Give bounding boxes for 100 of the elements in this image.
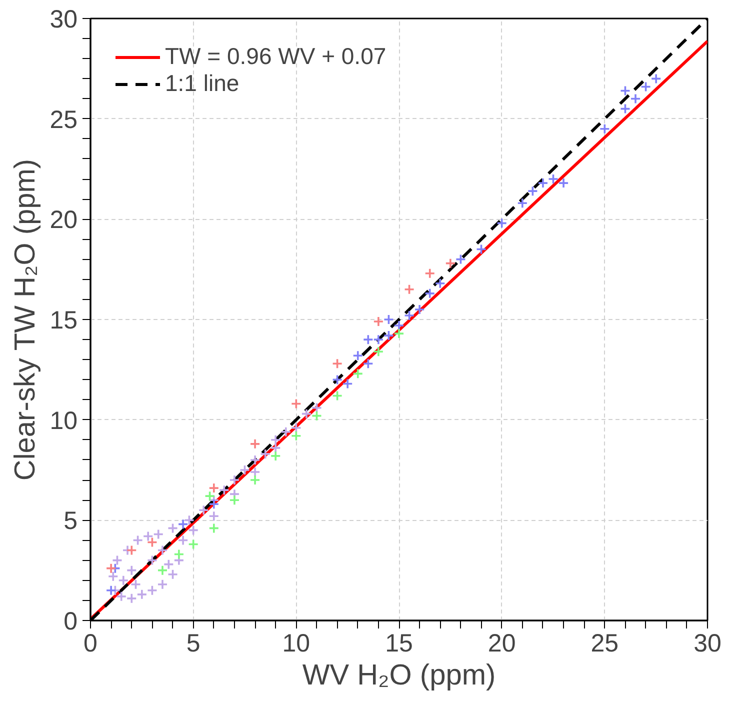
point <box>157 578 168 590</box>
x-tick-label: 25 <box>590 630 619 658</box>
point <box>404 310 415 321</box>
point <box>136 589 148 600</box>
point <box>208 482 220 494</box>
y-tick-label: 15 <box>50 306 78 334</box>
point <box>108 570 119 582</box>
point <box>332 358 343 370</box>
x-tick-label: 20 <box>488 630 516 658</box>
point <box>163 558 174 570</box>
point <box>352 350 364 362</box>
point <box>270 450 281 462</box>
point <box>496 218 508 229</box>
point <box>290 422 302 434</box>
y-tick-label: 5 <box>64 507 78 536</box>
point <box>146 554 158 566</box>
point <box>527 186 538 196</box>
point <box>332 390 343 402</box>
point <box>414 304 425 315</box>
point <box>332 374 343 386</box>
point <box>290 398 302 410</box>
x-axis-title: WV H₂O (ppm) <box>302 660 496 692</box>
point <box>373 334 384 345</box>
y-tick-label: 25 <box>50 106 78 134</box>
point <box>476 244 487 255</box>
point <box>146 585 158 596</box>
point <box>620 103 631 114</box>
point <box>146 536 158 548</box>
point <box>445 258 456 269</box>
point <box>130 578 142 590</box>
point <box>167 568 178 580</box>
point <box>362 358 374 370</box>
x-tick-label: 10 <box>282 630 310 658</box>
point <box>394 328 404 339</box>
point <box>116 591 127 602</box>
point <box>270 442 281 454</box>
point <box>106 562 116 574</box>
point <box>229 474 240 486</box>
point <box>311 402 322 414</box>
point <box>538 178 548 188</box>
point <box>218 484 230 496</box>
point <box>434 278 446 289</box>
point <box>106 585 116 596</box>
point <box>301 408 312 420</box>
point <box>174 548 184 560</box>
point <box>208 498 220 510</box>
point <box>260 448 271 460</box>
point <box>188 524 199 536</box>
point <box>204 490 216 502</box>
point <box>167 522 178 534</box>
point <box>184 514 195 526</box>
point <box>250 474 260 486</box>
y-tick-label: 30 <box>50 6 78 34</box>
legend-label: 1:1 line <box>165 70 240 97</box>
point <box>373 316 384 327</box>
point <box>640 81 652 92</box>
point <box>142 530 154 542</box>
point <box>362 334 374 345</box>
point <box>208 522 220 534</box>
point <box>270 434 281 446</box>
y-axis-title: Clear-sky TW H₂O (ppm) <box>10 158 42 481</box>
point <box>620 85 631 96</box>
x-tick-label: 0 <box>84 630 98 658</box>
point <box>373 346 384 358</box>
point <box>290 430 302 442</box>
legend-label: TW = 0.96 WV + 0.07 <box>165 43 386 70</box>
point <box>455 254 466 265</box>
point <box>118 574 129 586</box>
point <box>126 544 138 556</box>
point <box>198 504 210 516</box>
x-tick-label: 15 <box>385 630 413 658</box>
point <box>630 93 641 104</box>
x-tick-label: 30 <box>694 630 722 658</box>
point <box>157 564 168 576</box>
point <box>517 198 528 209</box>
point <box>650 73 662 84</box>
point <box>394 320 404 331</box>
x-tick-label: 5 <box>186 630 200 658</box>
point <box>352 368 364 380</box>
point <box>311 410 322 422</box>
y-tick-label: 0 <box>64 608 78 636</box>
point <box>157 544 168 556</box>
y-tick-label: 20 <box>50 206 78 234</box>
point <box>250 466 260 478</box>
point <box>126 593 138 604</box>
point <box>383 330 394 341</box>
point <box>280 426 292 438</box>
point <box>239 464 250 476</box>
point <box>152 528 164 540</box>
point <box>112 554 123 566</box>
point <box>342 378 353 390</box>
point <box>404 284 415 295</box>
point <box>132 534 144 546</box>
point <box>599 123 610 134</box>
point <box>383 314 394 325</box>
point <box>178 518 188 530</box>
point <box>424 268 436 279</box>
point <box>188 538 199 550</box>
point <box>424 288 436 299</box>
point <box>250 438 260 450</box>
